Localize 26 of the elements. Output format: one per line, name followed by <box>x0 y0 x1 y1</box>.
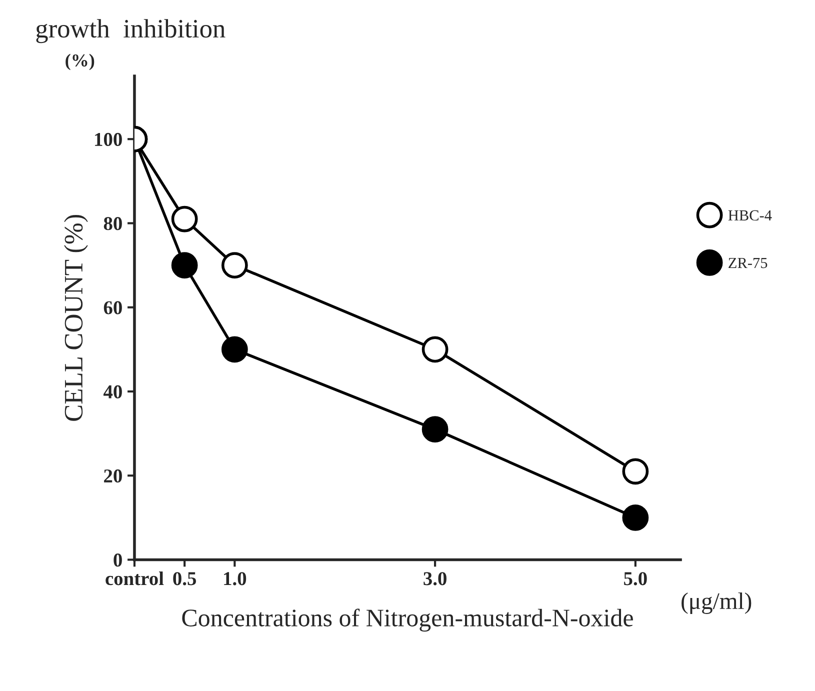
x-tick-label: 1.0 <box>224 572 246 586</box>
text: (μg/ml) <box>682 592 752 614</box>
text: (%) <box>66 54 94 70</box>
point <box>422 416 448 443</box>
x-axis-title: Concentrations of Nitrogen-mustard-N-oxide <box>182 608 633 632</box>
x-tick-label: 5.0 <box>624 572 647 586</box>
chart-title: growth inhibition <box>36 19 226 44</box>
y-tick-label: 20 <box>104 469 122 483</box>
y-tick-label: 0 <box>114 554 122 567</box>
y-tick-label: 40 <box>103 385 122 398</box>
x-tick-label: control <box>106 572 164 586</box>
point <box>171 252 198 278</box>
y-axis-title: CELL COUNT (%) <box>64 214 88 421</box>
x-tick-label: 0.5 <box>173 572 196 586</box>
x-tick-label: 3.0 <box>424 572 446 586</box>
legend-label: ZR-75 <box>728 258 768 268</box>
point <box>221 336 248 363</box>
point <box>622 458 649 485</box>
point <box>171 206 198 232</box>
y-tick-label: 60 <box>104 301 122 314</box>
point <box>221 252 248 278</box>
point <box>622 504 649 531</box>
legend-label: HBC-4 <box>728 210 772 221</box>
point <box>422 336 448 363</box>
y-tick-label: 100 <box>95 132 122 146</box>
y-tick-label: 80 <box>104 217 122 230</box>
